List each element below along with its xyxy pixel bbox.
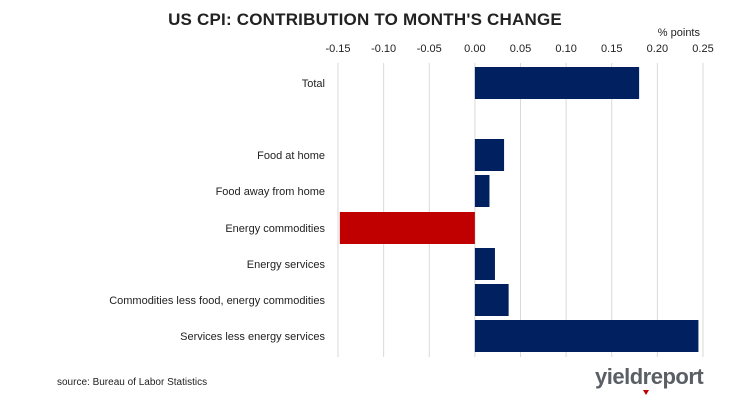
bar: [474, 139, 505, 171]
category-label: Energy commodities: [225, 223, 325, 235]
bar: [474, 284, 509, 316]
bar: [474, 67, 640, 99]
category-label: Energy services: [247, 259, 326, 271]
gridlines: [337, 63, 704, 357]
x-tick-label: 0.10: [555, 43, 576, 55]
x-tick-label: 0.00: [464, 43, 485, 55]
category-label: Commodities less food, energy commoditie…: [109, 295, 325, 307]
x-tick-label: 0.15: [601, 43, 622, 55]
x-tick-label: 0.20: [647, 43, 668, 55]
x-tick-label: -0.05: [417, 43, 442, 55]
bars: [339, 67, 699, 352]
category-labels: Total Food at home Food away from home Ener…: [109, 78, 325, 343]
x-tick-label: -0.10: [371, 43, 396, 55]
category-label: Total: [302, 78, 325, 90]
category-label: Food at home: [257, 150, 325, 162]
x-tick-label: 0.25: [692, 43, 713, 55]
bar: [474, 248, 495, 280]
category-label: Services less energy services: [180, 331, 325, 343]
category-label: Food away from home: [216, 186, 325, 198]
chart-title: US CPI: CONTRIBUTION TO MONTH'S CHANGE: [168, 10, 562, 29]
logo-part-report: report: [642, 364, 704, 389]
x-tick-labels: -0.15 -0.10 -0.05 0.00 0.05 0.10 0.15 0.20 0.25: [325, 43, 713, 55]
yieldreport-logo: yieldreport: [595, 364, 704, 390]
bar: [474, 320, 699, 352]
x-tick-label: 0.05: [510, 43, 531, 55]
bar: [474, 175, 490, 207]
logo-part-yield: yield: [595, 364, 643, 389]
bar: [339, 212, 475, 244]
axis-unit-label: % points: [657, 27, 700, 39]
source-note: source: Bureau of Labor Statistics: [57, 377, 208, 388]
logo-mark-icon: [643, 390, 649, 395]
x-tick-label: -0.15: [325, 43, 350, 55]
